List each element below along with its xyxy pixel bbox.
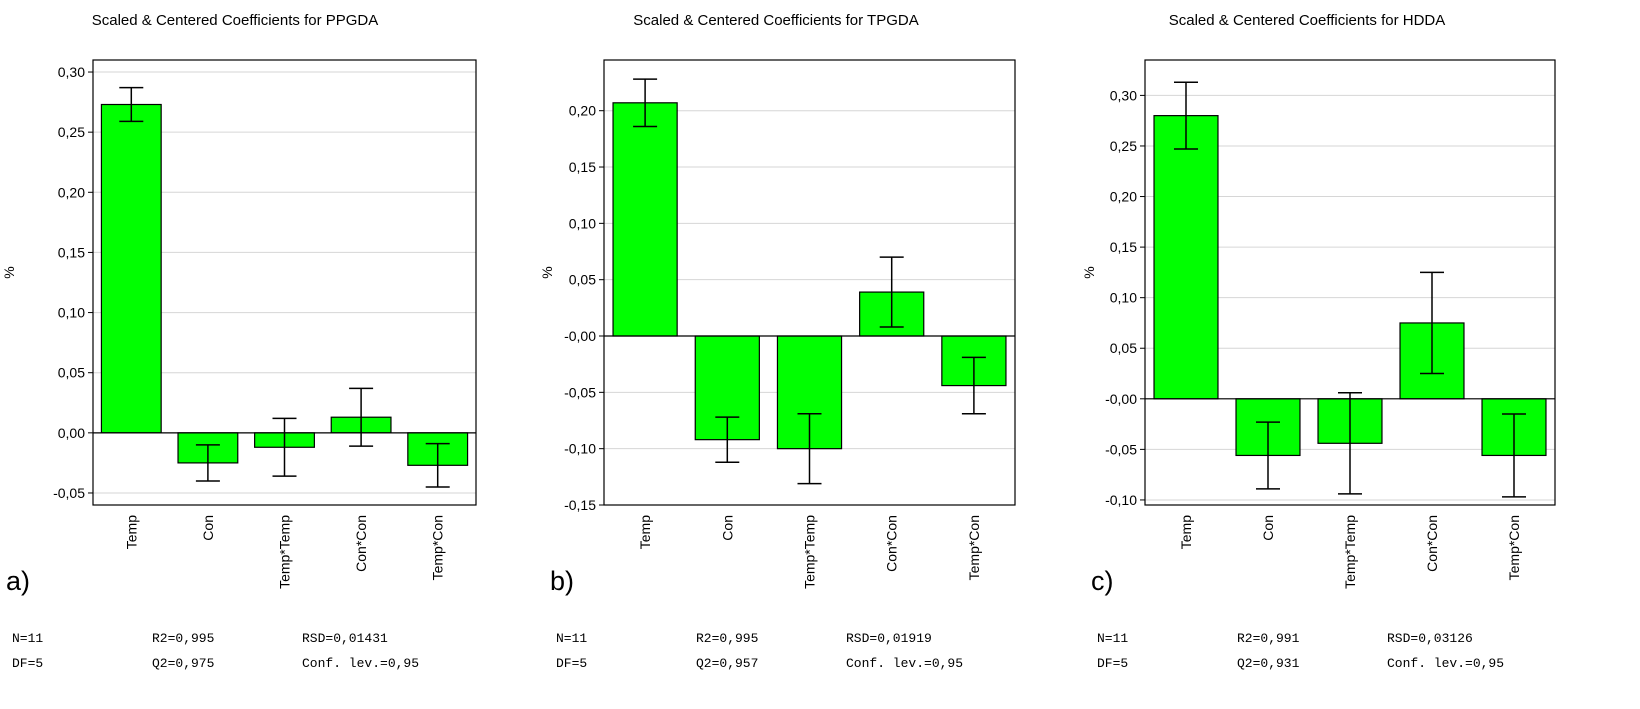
y-tick-label: -0,00	[564, 328, 596, 344]
y-tick-label: 0,30	[58, 64, 85, 80]
chart-title: Scaled & Centered Coefficients for TPGDA	[633, 12, 918, 29]
chart-title: Scaled & Centered Coefficients for PPGDA	[92, 12, 379, 29]
x-category-label: Temp*Temp	[1342, 515, 1358, 589]
chart-title: Scaled & Centered Coefficients for HDDA	[1169, 12, 1446, 29]
y-tick-label: 0,25	[1110, 138, 1137, 154]
chart-panel-2: Scaled & Centered Coefficients for TPGDA…	[539, 12, 1016, 671]
y-tick-label: 0,25	[58, 124, 85, 140]
stat-n: N=11	[556, 631, 587, 646]
x-category-label: Temp	[1178, 515, 1194, 549]
stat-r2: R2=0,995	[152, 631, 214, 646]
y-tick-label: 0,15	[569, 159, 596, 175]
y-tick-label: -0,10	[1105, 492, 1137, 508]
chart-panel-1: Scaled & Centered Coefficients for PPGDA…	[1, 12, 477, 671]
y-tick-label: -0,05	[53, 485, 85, 501]
panel-label: b)	[550, 566, 574, 596]
x-category-label: Temp	[637, 515, 653, 549]
y-tick-label: -0,10	[564, 441, 596, 457]
y-tick-label: 0,20	[569, 103, 596, 119]
y-tick-label: 0,10	[58, 305, 85, 321]
stat-q2: Q2=0,975	[152, 656, 214, 671]
y-tick-label: 0,05	[569, 272, 596, 288]
stat-conf: Conf. lev.=0,95	[846, 656, 963, 671]
stat-r2: R2=0,995	[696, 631, 758, 646]
y-tick-label: -0,15	[564, 497, 596, 513]
y-tick-label: 0,15	[58, 244, 85, 260]
x-category-label: Temp*Temp	[802, 515, 818, 589]
stat-r2: R2=0,991	[1237, 631, 1300, 646]
y-tick-label: 0,00	[58, 425, 85, 441]
x-category-label: Con	[200, 515, 216, 541]
panel-label: a)	[6, 566, 30, 596]
x-category-label: Con	[1260, 515, 1276, 541]
bar-temp	[100, 103, 162, 434]
y-tick-label: 0,05	[58, 365, 85, 381]
stat-rsd: RSD=0,01919	[846, 631, 932, 646]
bar-temp	[612, 102, 678, 337]
plot-frame	[603, 59, 1016, 506]
y-axis-label: %	[539, 266, 555, 278]
stat-df: DF=5	[1097, 656, 1128, 671]
y-tick-label: -0,05	[1105, 441, 1137, 457]
y-axis-label: %	[1, 266, 17, 278]
stat-df: DF=5	[556, 656, 587, 671]
y-tick-label: 0,05	[1110, 340, 1137, 356]
y-tick-label: 0,20	[58, 184, 85, 200]
y-tick-label: 0,30	[1110, 87, 1137, 103]
stat-q2: Q2=0,957	[696, 656, 758, 671]
x-category-label: Con*Con	[1424, 515, 1440, 572]
y-tick-label: -0,00	[1105, 391, 1137, 407]
stat-n: N=11	[12, 631, 43, 646]
y-tick-label: 0,10	[569, 215, 596, 231]
stat-df: DF=5	[12, 656, 43, 671]
y-tick-label: 0,15	[1110, 239, 1137, 255]
x-category-label: Temp*Temp	[277, 515, 293, 589]
x-category-label: Con*Con	[884, 515, 900, 572]
x-category-label: Temp	[123, 515, 139, 549]
y-tick-label: 0,10	[1110, 290, 1137, 306]
stat-rsd: RSD=0,01431	[302, 631, 388, 646]
plot-frame	[92, 59, 477, 506]
x-category-label: Con*Con	[353, 515, 369, 572]
chart-panel-3: Scaled & Centered Coefficients for HDDA -…	[1081, 12, 1556, 671]
bar-temp	[1153, 115, 1219, 400]
x-category-label: Temp*Con	[966, 515, 982, 580]
x-category-label: Temp*Con	[430, 515, 446, 580]
y-axis-label: %	[1081, 266, 1097, 278]
stat-conf: Conf. lev.=0,95	[302, 656, 419, 671]
plot-frame	[1144, 59, 1556, 506]
stat-n: N=11	[1097, 631, 1128, 646]
stat-conf: Conf. lev.=0,95	[1387, 656, 1504, 671]
x-category-label: Temp*Con	[1506, 515, 1522, 580]
panel-label: c)	[1091, 566, 1114, 596]
x-category-label: Con	[719, 515, 735, 541]
y-tick-label: -0,05	[564, 384, 596, 400]
y-tick-label: 0,20	[1110, 189, 1137, 205]
stat-q2: Q2=0,931	[1237, 656, 1300, 671]
stat-rsd: RSD=0,03126	[1387, 631, 1473, 646]
